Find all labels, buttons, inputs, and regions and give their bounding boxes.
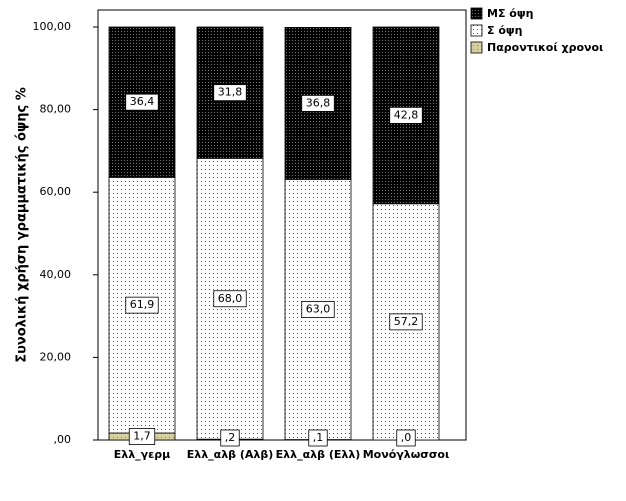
value-label: ,1 [313,431,324,444]
value-label: 68,0 [218,292,243,305]
value-label: 42,8 [394,108,419,121]
y-tick-label: 40,00 [40,268,72,281]
value-label-box [125,296,159,314]
x-tick-label: Ελλ_αλβ (Αλβ) [187,448,274,461]
value-label-box [220,429,240,447]
value-label: ,2 [225,431,236,444]
y-tick-label: 20,00 [40,350,72,363]
value-label-box [308,429,328,447]
legend-swatch [470,24,483,37]
legend-label: Παροντικοί χρονοι [487,41,603,54]
y-tick-label: 100,00 [33,20,72,33]
bar-segment [372,26,440,205]
value-label: 57,2 [394,315,419,328]
y-tick-label: 80,00 [40,103,72,116]
y-axis-title: Συνολική χρήση γραμματικής όψης % [15,87,30,363]
y-tick-label: ,00 [54,433,72,446]
value-label-box [213,84,247,102]
value-label-box [389,313,423,331]
plot-frame [97,9,467,441]
value-label-box [213,290,247,308]
value-label: 36,4 [130,95,155,108]
legend-swatch [470,41,483,54]
value-label-box [301,301,335,318]
bar-segment [108,176,176,434]
value-label-box [301,95,335,112]
x-tick-label: Μονόγλωσσοι [363,448,450,461]
y-tick-label: 60,00 [40,185,72,198]
value-label-box [389,106,423,124]
legend-swatch [470,7,483,20]
value-label-box [125,93,159,111]
value-label: 63,0 [306,302,331,315]
value-label-box [396,429,416,447]
x-tick-label: Ελλ_αλβ (Ελλ) [276,448,361,461]
value-label: ,0 [401,431,412,444]
legend-label: ΜΣ όψη [487,7,533,20]
value-label: 1,7 [133,429,151,442]
legend-label: Σ όψη [487,24,522,37]
value-label: 31,8 [218,86,243,99]
x-tick-label: Ελλ_γερμ [114,448,171,461]
value-label: 61,9 [130,298,155,311]
value-label-box [128,428,156,445]
value-label: 36,8 [306,96,331,109]
